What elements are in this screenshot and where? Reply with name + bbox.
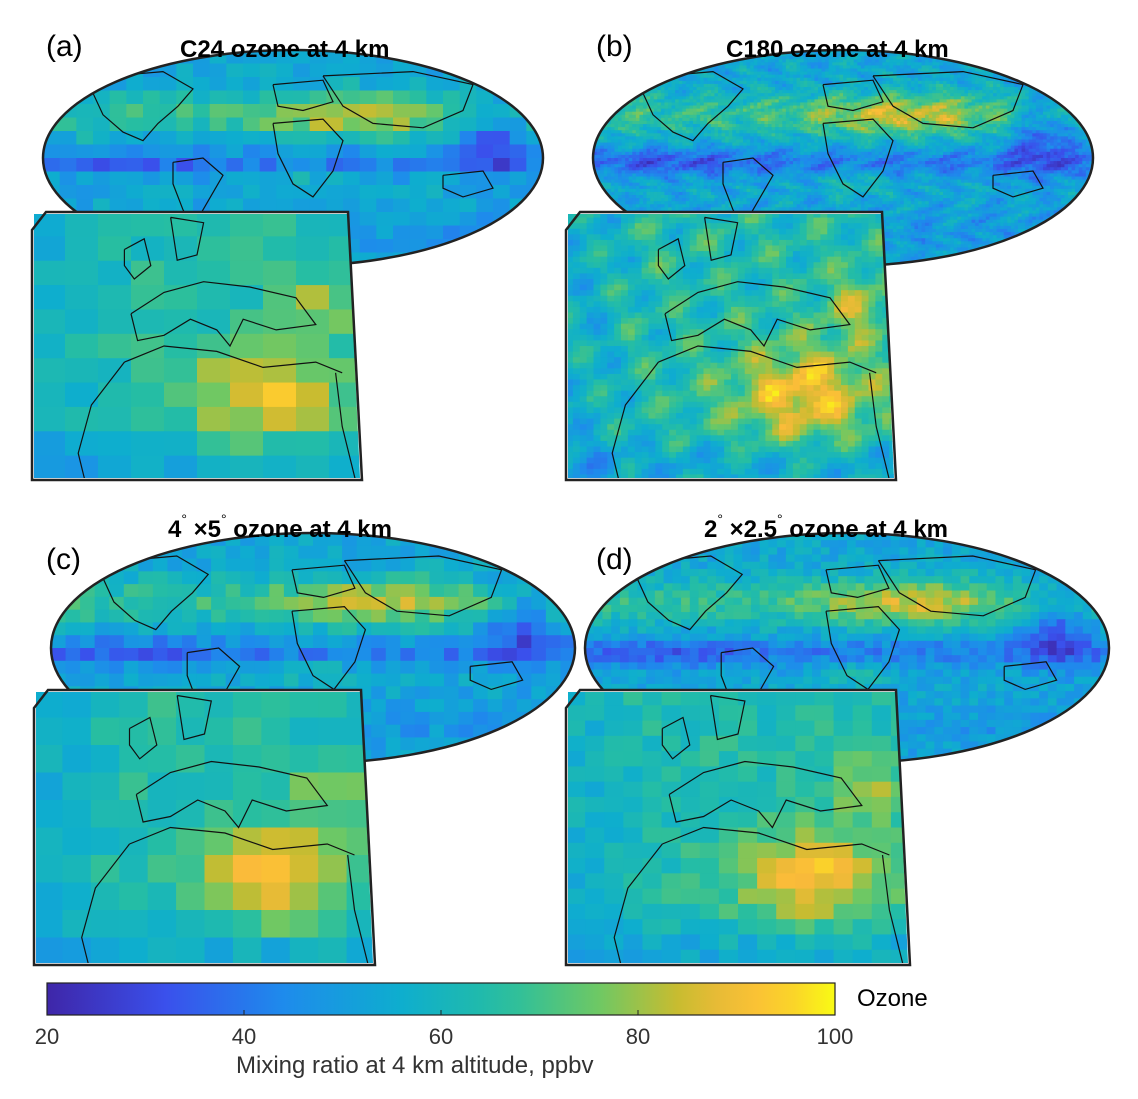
- inset-coastline: [662, 826, 890, 856]
- panel-c-title: 4° ×5° ozone at 4 km: [168, 511, 392, 543]
- panel-a-label: (a): [46, 30, 83, 63]
- inset-coastline: [170, 216, 205, 261]
- coastline: [291, 564, 356, 599]
- coastline: [1003, 661, 1058, 691]
- inset-outline: [30, 210, 364, 482]
- panel-b-label: (b): [596, 30, 633, 63]
- colorbar-tick-label: 20: [34, 1024, 60, 1049]
- coastline: [291, 605, 367, 691]
- inset-coastline: [668, 760, 863, 829]
- inset-coastline: [130, 281, 317, 348]
- inset-coastline: [123, 237, 152, 280]
- inset-coastline: [77, 361, 125, 478]
- inset-ozone-field: [568, 214, 894, 478]
- coastline: [992, 170, 1044, 198]
- inset-outline: [564, 688, 912, 967]
- inset-coastline: [335, 372, 356, 478]
- inset-ozone-field: [34, 214, 360, 478]
- panel-b-title: C180 ozone at 4 km: [726, 36, 949, 63]
- colorbar-tick-label: 60: [428, 1024, 454, 1049]
- colorbar-name: Ozone: [857, 985, 928, 1012]
- inset-coastline: [129, 826, 355, 856]
- coastline: [636, 555, 744, 631]
- coastline: [825, 605, 901, 691]
- inset-ozone-field: [36, 692, 373, 963]
- coastline: [442, 170, 494, 198]
- inset-coastline: [658, 345, 877, 374]
- coastline: [322, 70, 474, 129]
- colorbar-tick-label: 100: [816, 1024, 854, 1049]
- colorbar-axis-label: Mixing ratio at 4 km altitude, ppbv: [236, 1052, 594, 1079]
- inset-coastline: [613, 843, 663, 963]
- colorbar: [46, 982, 836, 1016]
- coastline: [272, 79, 334, 112]
- coastline: [822, 118, 894, 198]
- panel-d-title: 2° ×2.5° ozone at 4 km: [704, 511, 948, 543]
- coastline: [822, 79, 884, 112]
- colorbar-tick-label: 40: [231, 1024, 257, 1049]
- inset-coastline: [661, 716, 691, 760]
- panel-a-title: C24 ozone at 4 km: [180, 36, 390, 63]
- coastline: [102, 555, 210, 631]
- inset-coastline: [657, 237, 686, 280]
- inset-coastline: [881, 854, 904, 963]
- inset-coastline: [135, 760, 329, 829]
- coastline: [343, 555, 503, 617]
- coastline: [825, 564, 890, 599]
- inset-coastline: [347, 854, 369, 963]
- map-panel: [30, 48, 545, 482]
- inset-coastline: [176, 694, 213, 741]
- coastline: [642, 70, 744, 142]
- colorbar-tick-label: 80: [625, 1024, 651, 1049]
- inset-coastline: [124, 345, 343, 374]
- inset-coastline: [869, 372, 890, 478]
- coastline: [92, 70, 194, 142]
- inset-coastline: [128, 716, 158, 760]
- map-panel: [32, 531, 577, 967]
- inset-coastline: [704, 216, 739, 261]
- inset-outline: [32, 688, 377, 967]
- map-panel: [564, 531, 1111, 967]
- inset-outline: [564, 210, 898, 482]
- coastline: [469, 661, 524, 691]
- coastline: [877, 555, 1037, 617]
- coastline: [272, 118, 344, 198]
- inset-coastline: [709, 694, 746, 741]
- panel-c-label: (c): [46, 543, 81, 576]
- map-panel: [564, 48, 1095, 482]
- inset-ozone-field: [568, 692, 908, 963]
- inset-coastline: [664, 281, 851, 348]
- inset-coastline: [611, 361, 659, 478]
- inset-coastline: [81, 843, 130, 963]
- panel-d-label: (d): [596, 543, 633, 576]
- coastline: [872, 70, 1024, 129]
